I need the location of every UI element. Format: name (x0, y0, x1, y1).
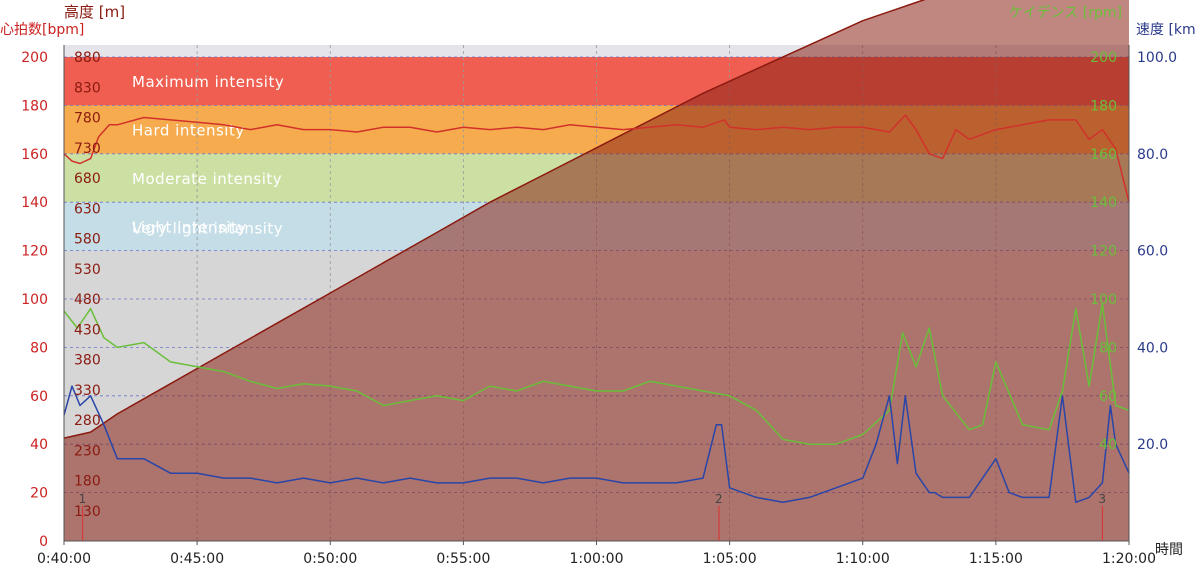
speed-axis-title: 速度 [km (1136, 22, 1196, 38)
zone-label-1: Hard intensity (132, 122, 245, 140)
altitude-tick-380: 380 (74, 353, 101, 369)
altitude-tick-130: 130 (74, 504, 101, 520)
altitude-axis-title: 高度 [m] (64, 3, 125, 21)
time-tick-5: 1:05:00 (703, 551, 757, 567)
time-tick-4: 1:00:00 (570, 551, 624, 567)
cadence-tick-40: 40 (1099, 437, 1117, 453)
altitude-tick-780: 780 (74, 111, 101, 127)
hr-tick-180: 180 (21, 98, 48, 114)
lap-label-1: 1 (79, 492, 87, 506)
speed-tick-60.0: 60.0 (1137, 244, 1168, 260)
altitude-tick-580: 580 (74, 232, 101, 248)
cadence-tick-180: 180 (1090, 98, 1117, 114)
altitude-tick-330: 330 (74, 383, 101, 399)
altitude-tick-730: 730 (74, 141, 101, 157)
cadence-tick-120: 120 (1090, 244, 1117, 260)
hr-tick-200: 200 (21, 50, 48, 66)
cadence-tick-60: 60 (1099, 389, 1117, 405)
altitude-tick-680: 680 (74, 171, 101, 187)
cadence-tick-100: 100 (1090, 292, 1117, 308)
time-tick-8: 1:20:00 (1102, 551, 1156, 567)
cadence-tick-80: 80 (1099, 340, 1117, 356)
time-axis-title: 時間 (1155, 542, 1183, 558)
altitude-tick-880: 880 (74, 50, 101, 66)
hr-tick-160: 160 (21, 147, 48, 163)
speed-tick-40.0: 40.0 (1137, 340, 1168, 356)
hr-axis-title: 心拍数[bpm] (0, 22, 84, 38)
speed-line (63, 385, 1130, 504)
zone-label-3: Light intensity (132, 218, 247, 236)
altitude-tick-180: 180 (74, 474, 101, 490)
cadence-tick-140: 140 (1090, 195, 1117, 211)
lap-label-3: 3 (1098, 492, 1106, 506)
cadence-line (63, 303, 1130, 445)
hr-line (63, 114, 1130, 203)
speed-tick-20.0: 20.0 (1137, 437, 1168, 453)
lap-markers: 1 2 3 (79, 492, 1106, 541)
lap-label-2: 2 (715, 492, 723, 506)
time-tick-2: 0:50:00 (303, 551, 357, 567)
altitude-tick-530: 530 (74, 262, 101, 278)
time-tick-0: 0:40:00 (37, 551, 91, 567)
cadence-tick-200: 200 (1090, 50, 1117, 66)
altitude-line (63, 0, 926, 439)
hr-tick-100: 100 (21, 292, 48, 308)
hr-tick-80: 80 (30, 340, 48, 356)
altitude-tick-430: 430 (74, 322, 101, 338)
hr-tick-120: 120 (21, 244, 48, 260)
altitude-tick-230: 230 (74, 443, 101, 459)
altitude-tick-630: 630 (74, 201, 101, 217)
altitude-tick-830: 830 (74, 80, 101, 96)
time-tick-7: 1:15:00 (969, 551, 1023, 567)
zone-label-2: Moderate intensity (132, 170, 282, 188)
series-layer (63, 0, 1130, 541)
hr-tick-20: 20 (30, 486, 48, 502)
hr-tick-0: 0 (39, 534, 48, 550)
hr-tick-60: 60 (30, 389, 48, 405)
altitude-tick-280: 280 (74, 413, 101, 429)
zone-label-0: Maximum intensity (132, 73, 284, 91)
time-tick-6: 1:10:00 (836, 551, 890, 567)
hr-tick-40: 40 (30, 437, 48, 453)
axes: 0204060801001201401601802001301802302803… (21, 45, 1177, 567)
zone-label-4: Very light intensity (132, 220, 283, 238)
time-tick-3: 0:55:00 (436, 551, 490, 567)
time-tick-1: 0:45:00 (170, 551, 224, 567)
altitude-tick-480: 480 (74, 292, 101, 308)
speed-tick-80.0: 80.0 (1137, 147, 1168, 163)
cadence-tick-160: 160 (1090, 147, 1117, 163)
altitude-area (64, 0, 1129, 541)
speed-tick-100.0: 100.0 (1137, 50, 1177, 66)
hr-tick-140: 140 (21, 195, 48, 211)
cadence-axis-title: ケイデンス [rpm] (1009, 4, 1122, 21)
intensity-zone-labels: Maximum intensity Hard intensity Moderate … (132, 73, 284, 237)
